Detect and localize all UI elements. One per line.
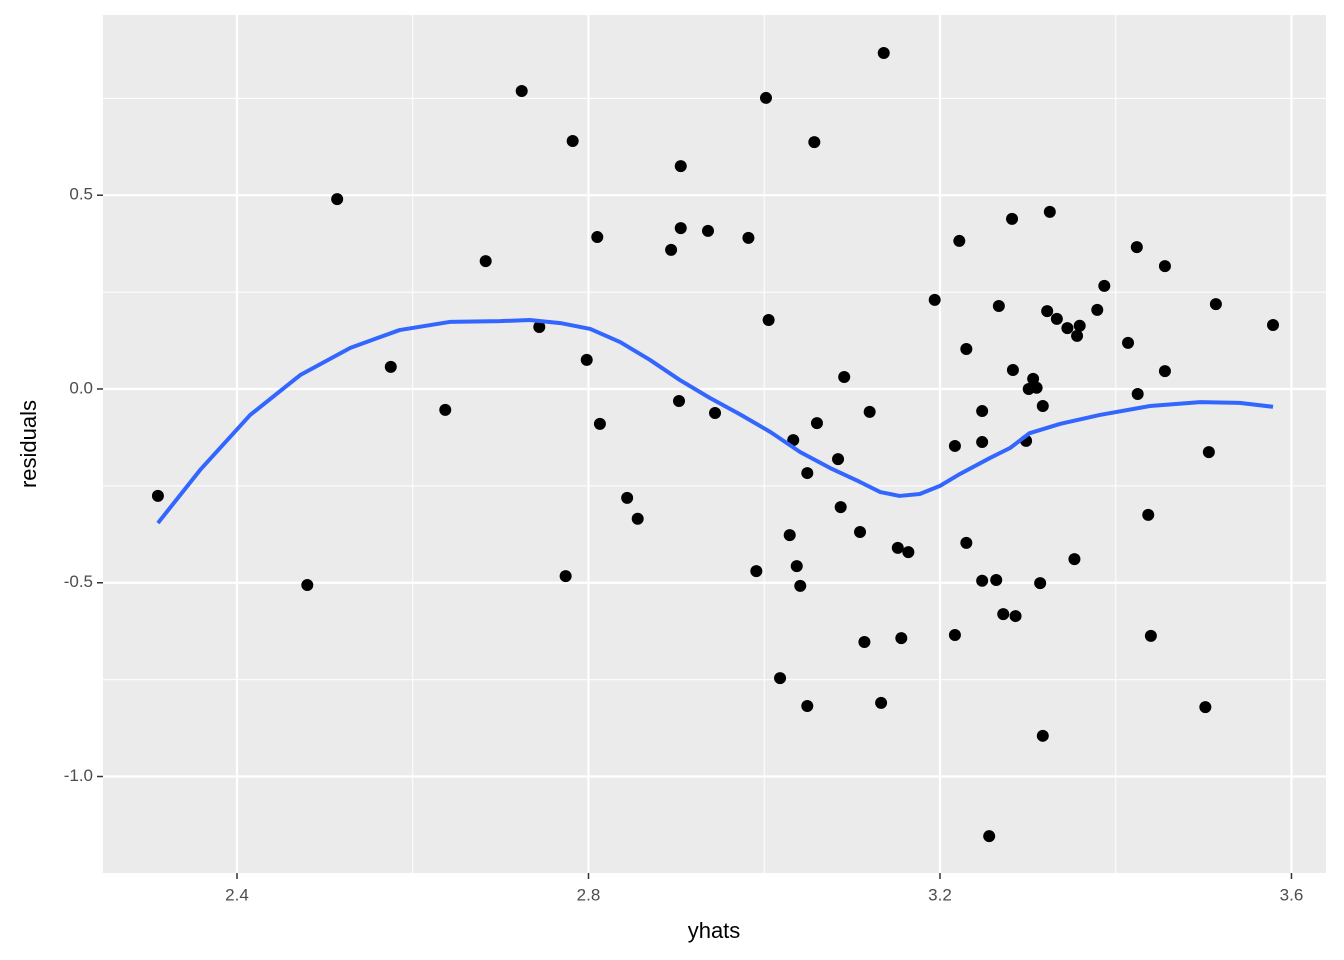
point [701,224,714,237]
point [801,467,814,480]
point [774,672,787,685]
point [902,546,915,559]
point [559,570,572,583]
point [834,501,847,514]
x-tick-label: 2.4 [225,885,249,904]
point [742,231,755,244]
x-tick-label: 2.8 [577,885,601,904]
point [439,403,452,416]
point [1209,298,1222,311]
point [1091,303,1104,316]
point [1158,365,1171,378]
point [854,525,867,538]
y-tick-label: 0.5 [69,185,93,204]
point [593,417,606,430]
x-tick-label: 3.6 [1280,885,1304,904]
point [1098,279,1111,292]
point [672,394,685,407]
y-axis-title: residuals [16,400,41,488]
point [960,536,973,549]
point [750,565,763,578]
point [808,136,821,149]
point [479,255,492,268]
point [759,91,772,104]
point [1158,260,1171,273]
point [709,406,722,419]
point [1061,322,1074,335]
point [566,134,579,147]
point [1006,363,1019,376]
point [794,579,807,592]
point [976,574,989,587]
point [891,541,904,554]
panel [103,15,1326,873]
point [1041,305,1054,318]
y-tick-label: -1.0 [64,766,93,785]
point [1043,205,1056,218]
smooth-line [156,317,1274,525]
point [151,489,164,502]
point [580,353,593,366]
x-tick-label: 3.2 [928,885,952,904]
point [1071,329,1084,342]
point [948,439,961,452]
point [762,313,775,326]
point [990,574,1003,587]
point [976,405,989,418]
y-tick-label: 0.0 [69,378,93,397]
point [1073,319,1086,332]
point [953,234,966,247]
point [533,320,546,333]
point [331,193,344,206]
point [1009,610,1022,623]
point [877,46,890,59]
point [858,636,871,649]
point [928,293,941,306]
point [1122,336,1135,349]
point [832,453,845,466]
point [1006,212,1019,225]
point [1034,577,1047,590]
point [997,608,1010,621]
point [810,417,823,430]
point [674,222,687,235]
point [783,529,796,542]
point [801,699,814,712]
point [591,231,604,244]
point [1267,319,1280,332]
y-tick-label: -0.5 [64,572,93,591]
point [665,243,678,256]
point [1036,729,1049,742]
point [1142,508,1155,521]
point [863,405,876,418]
point [1199,701,1212,714]
point [631,512,644,525]
point [1130,241,1143,254]
point [1036,400,1049,413]
point [895,632,908,645]
point [875,696,888,709]
point [384,360,397,373]
point [1030,381,1043,394]
x-axis-title: yhats [688,918,741,943]
point [790,560,803,573]
point [1068,553,1081,566]
point [621,491,634,504]
point [301,579,314,592]
point [674,160,687,173]
point [515,84,528,97]
point [992,300,1005,313]
point [983,830,996,843]
point [1131,388,1144,401]
point [1202,446,1215,459]
point [948,629,961,642]
point [976,436,989,449]
point [838,370,851,383]
point [1144,629,1157,642]
point [960,343,973,356]
point [1050,312,1063,325]
